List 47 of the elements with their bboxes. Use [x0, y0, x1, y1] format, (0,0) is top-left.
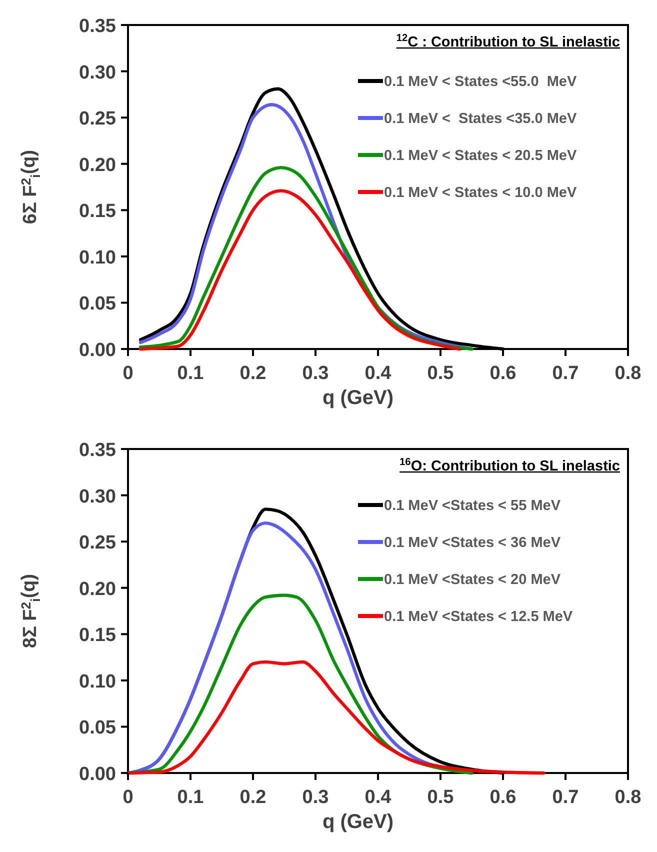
x-tick-label: 0.2	[240, 787, 266, 808]
x-tick-label: 0.2	[240, 363, 266, 384]
y-tick-label: 0.25	[79, 532, 116, 554]
x-axis-title: q (GeV)	[322, 387, 394, 409]
x-tick-label: 0	[122, 787, 134, 808]
legend-title: $^{12}$C : Contribution to SL inelastic	[396, 32, 620, 51]
x-tick-label: 0.4	[364, 787, 392, 808]
x-tick-label: 0.1	[177, 363, 204, 384]
y-tick-label: 0.05	[79, 294, 116, 315]
y-tick-label: 0.10	[79, 247, 116, 268]
x-tick-label: 0.1	[177, 787, 204, 808]
x-tick-label: 0.6	[490, 787, 516, 808]
x-tick-label: 0.5	[427, 787, 454, 808]
y-tick-label: 0.35	[79, 440, 116, 461]
y-tick-label: 0.20	[79, 154, 116, 176]
legend-title: $^{16}$O: Contribution to SL inelastic	[400, 456, 620, 475]
y-tick-label: 0.15	[79, 625, 116, 646]
y-tick-label: 0.30	[79, 486, 116, 508]
legend-label: 0.1 MeV < States <55.0 MeV	[384, 74, 577, 90]
x-tick-label: 0.3	[302, 787, 329, 808]
x-tick-label: 0.6	[490, 363, 516, 384]
y-tick-label: 0.25	[79, 108, 116, 130]
y-tick-label: 0.10	[79, 671, 116, 692]
legend-label: 0.1 MeV <States < 12.5 MeV	[384, 609, 573, 625]
legend-label: 0.1 MeV <States < 36 MeV	[384, 535, 561, 551]
x-tick-label: 0.4	[364, 363, 392, 384]
y-tick-label: 0.35	[79, 16, 116, 37]
x-tick-label: 0.3	[302, 363, 329, 384]
x-tick-label: 0.5	[427, 363, 454, 384]
x-tick-label: 0.7	[552, 363, 579, 384]
y-tick-label: 0.05	[79, 718, 116, 739]
y-tick-label: 0.00	[79, 764, 116, 785]
y-tick-label: 0.00	[79, 340, 116, 361]
x-tick-label: 0.8	[614, 363, 642, 384]
legend-label: 0.1 MeV < States < 20.5 MeV	[384, 148, 577, 164]
x-tick-label: 0.7	[552, 787, 579, 808]
y-tick-label: 0.30	[79, 62, 116, 84]
legend-label: 0.1 MeV <States < 20 MeV	[384, 572, 561, 588]
x-tick-label: 0	[122, 363, 134, 384]
legend-label: 0.1 MeV < States <35.0 MeV	[384, 111, 577, 127]
x-axis-title: q (GeV)	[322, 811, 394, 833]
y-tick-label: 0.20	[79, 578, 116, 600]
y-tick-label: 0.15	[79, 201, 116, 222]
x-tick-label: 0.8	[614, 787, 642, 808]
line-series	[126, 660, 546, 775]
legend-label: 0.1 MeV <States < 55 MeV	[384, 498, 561, 514]
legend-label: 0.1 MeV < States < 10.0 MeV	[384, 185, 577, 201]
